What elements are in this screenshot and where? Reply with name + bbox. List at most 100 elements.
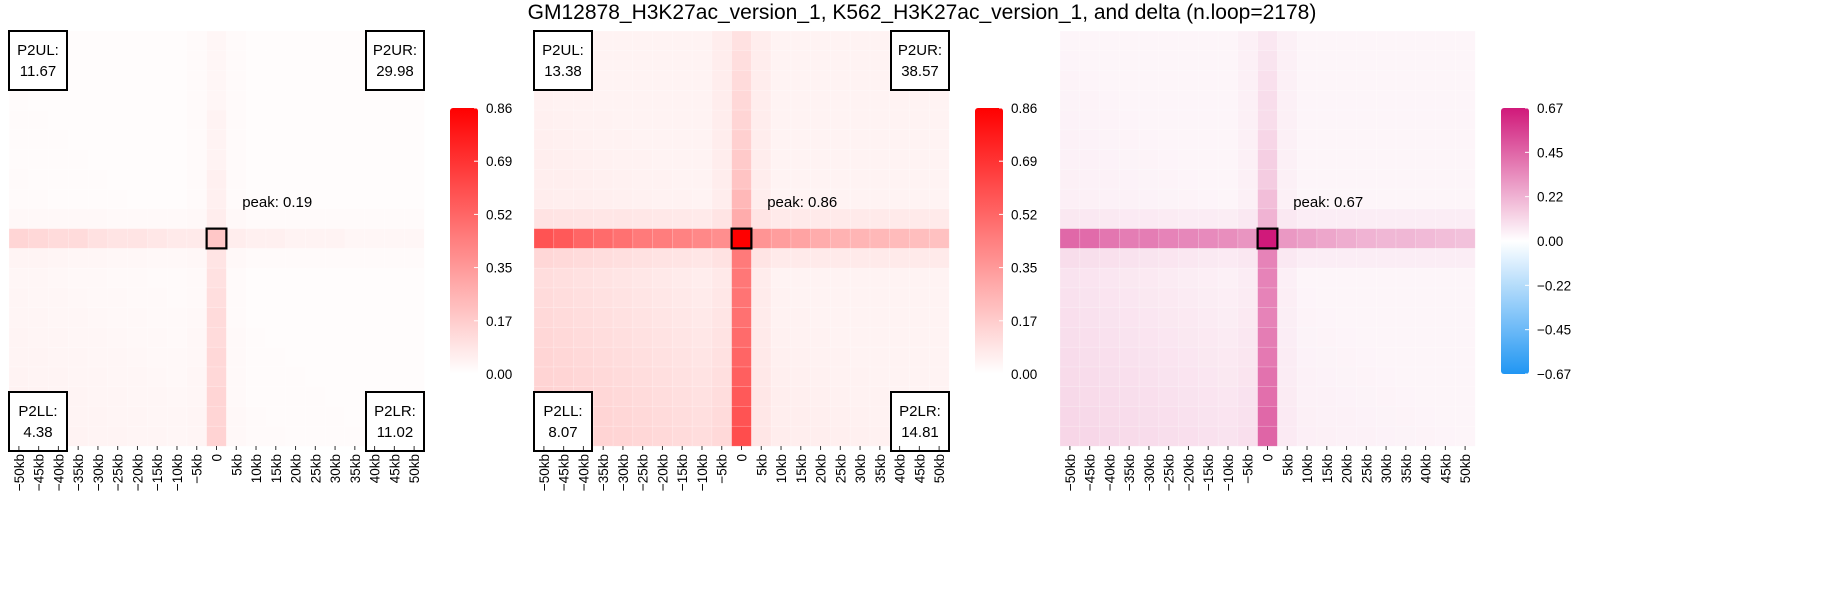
heatmap-cell <box>731 425 752 447</box>
heatmap-cell <box>67 248 89 269</box>
heatmap-cell <box>592 89 614 111</box>
corner-label: P2UL: <box>542 42 584 59</box>
heatmap-cell <box>48 129 69 151</box>
x-tick-label: −20kb <box>655 454 670 491</box>
heatmap-cell <box>344 129 366 151</box>
heatmap-cell <box>573 149 594 170</box>
heatmap-cell <box>711 188 733 210</box>
heatmap-cell <box>869 188 891 210</box>
heatmap-cell <box>1454 129 1476 151</box>
heatmap-cell <box>1237 346 1259 368</box>
heatmap-cell <box>265 425 287 447</box>
heatmap-cell <box>573 109 594 131</box>
heatmap-cell <box>1435 287 1456 309</box>
heatmap-cell <box>1059 50 1081 72</box>
heatmap-cell <box>344 109 366 131</box>
heatmap-cell <box>889 109 910 131</box>
heatmap-cell <box>384 149 405 170</box>
heatmap-cell <box>751 30 772 52</box>
heatmap-cell <box>1316 267 1338 289</box>
heatmap-cell <box>691 208 713 230</box>
heatmap-cell <box>751 267 772 289</box>
heatmap-cell <box>573 228 594 249</box>
heatmap-cell <box>533 248 555 269</box>
heatmap-cell <box>403 248 425 269</box>
heatmap-cell <box>790 287 812 309</box>
heatmap-cell <box>1178 267 1199 289</box>
heatmap-cell <box>403 208 425 230</box>
heatmap-cell <box>1415 208 1436 230</box>
heatmap-cell <box>1316 109 1338 131</box>
heatmap-cell <box>1158 346 1180 368</box>
heatmap-cell <box>751 50 772 72</box>
heatmap-cell <box>147 287 168 309</box>
heatmap-cell <box>770 30 792 52</box>
heatmap-cell <box>8 366 30 388</box>
heatmap-cell <box>1099 50 1120 72</box>
heatmap-cell <box>1435 109 1456 131</box>
heatmap-cell <box>1296 70 1318 91</box>
heatmap-cell <box>67 366 89 388</box>
heatmap-cell <box>166 248 188 269</box>
heatmap-cell <box>364 228 385 249</box>
heatmap-cell <box>226 386 247 407</box>
heatmap-cell <box>1237 149 1259 170</box>
heatmap-cell <box>1336 70 1357 91</box>
heatmap-cell <box>403 366 425 388</box>
heatmap-cell <box>166 307 188 328</box>
heatmap-cell <box>1277 248 1298 269</box>
heatmap-cell <box>1296 208 1318 230</box>
corner-value: 4.38 <box>23 424 52 441</box>
heatmap-cell <box>1059 386 1081 407</box>
heatmap-cell <box>1059 307 1081 328</box>
heatmap-cell <box>1375 346 1397 368</box>
heatmap-cell <box>889 89 910 111</box>
heatmap-cell <box>1237 366 1259 388</box>
heatmap-cell <box>928 327 950 348</box>
heatmap-cell <box>849 30 871 52</box>
heatmap-cell <box>1277 30 1298 52</box>
peak-label: peak: 0.67 <box>1293 194 1363 211</box>
heatmap-cell <box>1118 188 1140 210</box>
heatmap-cell <box>1316 129 1338 151</box>
heatmap-cell <box>1375 248 1397 269</box>
heatmap-cell <box>107 327 129 348</box>
heatmap-cell <box>324 307 346 328</box>
heatmap-cell <box>265 89 287 111</box>
heatmap-cell <box>1375 50 1397 72</box>
heatmap-cell <box>691 149 713 170</box>
heatmap-cell <box>403 149 425 170</box>
heatmap-cell <box>909 169 930 190</box>
heatmap-cell <box>1217 89 1239 111</box>
heatmap-cell <box>751 70 772 91</box>
heatmap-cell <box>1435 169 1456 190</box>
heatmap-cell <box>107 188 129 210</box>
heatmap-cell <box>28 208 50 230</box>
heatmap-cell <box>226 129 247 151</box>
heatmap-cell <box>107 208 129 230</box>
heatmap-cell <box>731 307 752 328</box>
heatmap-cell <box>107 70 129 91</box>
heatmap-cell <box>265 406 287 427</box>
heatmap-cell <box>810 70 831 91</box>
heatmap-cell <box>1257 169 1278 190</box>
x-axis: −50kb −45kb −40kb −35kb −30kb −25kb −20kb −15kb… <box>1063 446 1473 491</box>
heatmap-cell <box>1454 346 1476 368</box>
heatmap-cell <box>810 307 831 328</box>
heatmap-cell <box>1277 366 1298 388</box>
heatmap-cell <box>533 109 555 131</box>
heatmap-cell <box>751 406 772 427</box>
heatmap-cell <box>87 406 109 427</box>
heatmap-cell <box>67 406 89 427</box>
heatmap-cell <box>245 50 267 72</box>
heatmap-cell <box>1395 327 1417 348</box>
heatmap-cell <box>1158 89 1180 111</box>
heatmap-cell <box>127 366 148 388</box>
heatmap-cell <box>652 287 673 309</box>
corner-value: 38.57 <box>901 63 939 80</box>
x-tick-label: −50kb <box>12 454 27 491</box>
heatmap-cell <box>147 208 168 230</box>
heatmap-cell <box>889 248 910 269</box>
heatmap-cell <box>87 89 109 111</box>
heatmap-cell <box>1079 346 1101 368</box>
